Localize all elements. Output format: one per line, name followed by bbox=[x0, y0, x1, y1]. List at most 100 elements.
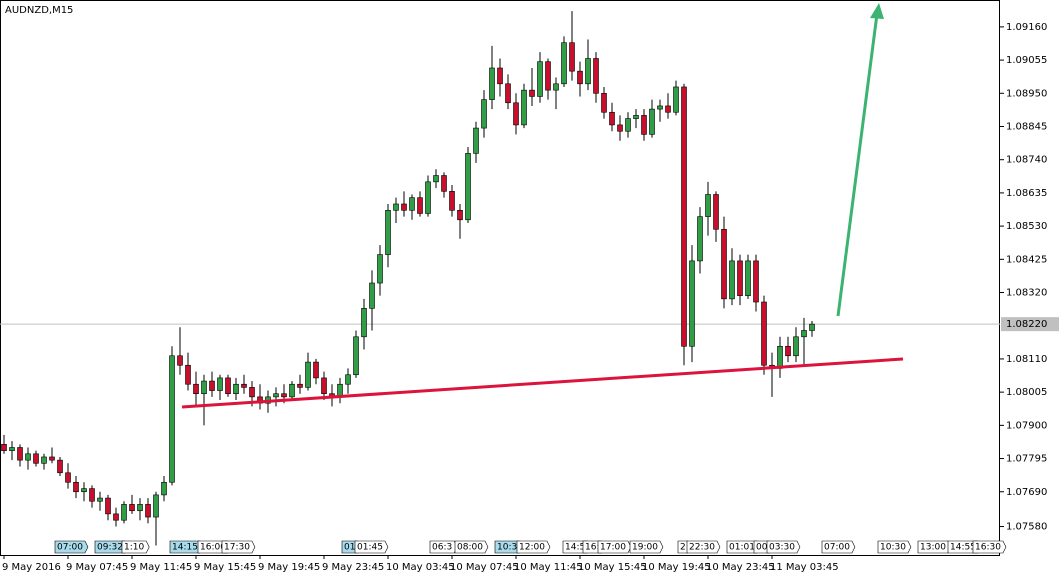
event-label: 12:00 bbox=[519, 543, 545, 553]
candle-body bbox=[433, 175, 439, 183]
event-label: 2 bbox=[680, 543, 686, 553]
event-box bbox=[516, 540, 551, 554]
candle-body bbox=[153, 494, 159, 518]
event-label: 10:3 bbox=[497, 543, 517, 553]
event-box bbox=[354, 540, 389, 554]
candle-body bbox=[665, 105, 671, 113]
candle-body bbox=[657, 105, 663, 110]
x-tick-label: 9 May 19:45 bbox=[258, 562, 320, 573]
x-tick-label: 10 May 07:45 bbox=[450, 562, 519, 573]
event-label: 03:30 bbox=[769, 543, 795, 553]
event-box bbox=[972, 540, 1007, 554]
candle-body bbox=[353, 336, 359, 376]
x-tick-label: 9 May 15:45 bbox=[194, 562, 256, 573]
candle-body bbox=[393, 203, 399, 211]
candle-body bbox=[721, 228, 727, 300]
candle-body bbox=[321, 377, 327, 395]
event-label: 07:00 bbox=[824, 543, 850, 553]
candle-body bbox=[73, 481, 79, 493]
candle-body bbox=[249, 387, 255, 398]
y-tick-label: 1.08635 bbox=[1006, 188, 1047, 199]
candle-body bbox=[33, 453, 39, 464]
candle-body bbox=[105, 497, 111, 515]
candle-body bbox=[505, 83, 511, 104]
candle-body bbox=[185, 364, 191, 385]
candles bbox=[1, 11, 815, 546]
event-label: 06:3 bbox=[432, 543, 452, 553]
arrow-head bbox=[870, 3, 884, 19]
last-price-label: 1.08220 bbox=[1006, 319, 1047, 330]
y-tick-label: 1.07690 bbox=[1006, 487, 1047, 498]
candle-body bbox=[289, 383, 295, 398]
event-label: 01 bbox=[344, 543, 355, 553]
candle-body bbox=[577, 70, 583, 85]
event-box bbox=[597, 540, 632, 554]
candle-body bbox=[313, 361, 319, 379]
x-tick-label: 9 May 2016 bbox=[2, 562, 61, 573]
candle-body bbox=[1, 444, 7, 451]
candle-body bbox=[401, 203, 407, 211]
candle-body bbox=[297, 383, 303, 388]
candle-body bbox=[177, 355, 183, 366]
candle-body bbox=[449, 191, 455, 211]
candle-body bbox=[225, 377, 231, 395]
candle-body bbox=[57, 459, 63, 474]
y-tick-label: 1.08110 bbox=[1006, 354, 1047, 365]
candle-body bbox=[689, 260, 695, 347]
event-label: 19:00 bbox=[632, 543, 658, 553]
event-label: 08:00 bbox=[457, 543, 483, 553]
candle-body bbox=[25, 453, 31, 461]
candle-body bbox=[785, 345, 791, 357]
candle-body bbox=[217, 377, 223, 391]
candle-body bbox=[561, 42, 567, 85]
event-label: 13:00 bbox=[920, 543, 946, 553]
x-tick-label: 9 May 23:45 bbox=[322, 562, 384, 573]
candle-body bbox=[137, 504, 143, 512]
candle-body bbox=[801, 330, 807, 338]
candle-body bbox=[81, 488, 87, 493]
candle-body bbox=[777, 345, 783, 369]
event-box bbox=[821, 540, 856, 554]
arrow-line bbox=[836, 13, 879, 317]
event-label: 14:15 bbox=[172, 543, 198, 553]
y-tick-label: 1.08845 bbox=[1006, 121, 1047, 132]
y-tick-label: 1.08005 bbox=[1006, 387, 1047, 398]
x-tick-label: 11 May 03:45 bbox=[770, 562, 839, 573]
candle-body bbox=[729, 260, 735, 300]
event-label: 22:30 bbox=[689, 543, 715, 553]
candle-body bbox=[681, 86, 687, 347]
candle-body bbox=[345, 374, 351, 385]
x-tick-label: 9 May 07:45 bbox=[66, 562, 128, 573]
candle-body bbox=[641, 115, 647, 135]
candle-body bbox=[385, 209, 391, 255]
x-tick-label: 9 May 11:45 bbox=[130, 562, 192, 573]
y-tick-label: 1.09160 bbox=[1006, 22, 1047, 33]
candle-body bbox=[633, 115, 639, 119]
candle-body bbox=[305, 361, 311, 388]
candle-body bbox=[545, 61, 551, 91]
candle-body bbox=[465, 153, 471, 221]
candle-body bbox=[713, 194, 719, 230]
candle-body bbox=[745, 260, 751, 296]
event-label: 14:55 bbox=[950, 543, 976, 553]
candle-body bbox=[97, 497, 103, 502]
candle-body bbox=[809, 323, 815, 331]
trend-line bbox=[181, 357, 904, 409]
x-tick-label: 10 May 15:45 bbox=[578, 562, 647, 573]
candle-body bbox=[377, 254, 383, 284]
y-tick-label: 1.08950 bbox=[1006, 88, 1047, 99]
candle-body bbox=[9, 447, 15, 451]
candle-body bbox=[193, 383, 199, 395]
candle-body bbox=[585, 58, 591, 85]
y-tick-label: 1.09055 bbox=[1006, 55, 1047, 66]
candle-body bbox=[409, 197, 415, 211]
event-label: 14:5 bbox=[565, 543, 585, 553]
candle-body bbox=[361, 308, 367, 338]
x-tick-label: 10 May 23:45 bbox=[706, 562, 775, 573]
candle-body bbox=[65, 472, 71, 483]
candle-body bbox=[369, 282, 375, 309]
event-box bbox=[54, 540, 89, 554]
candle-body bbox=[609, 111, 615, 126]
